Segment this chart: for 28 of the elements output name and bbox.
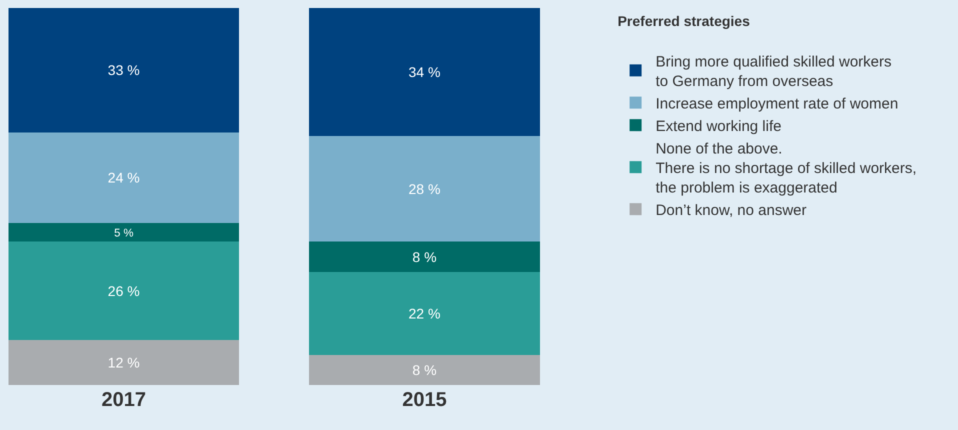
bar [8,222,240,242]
bar [309,136,540,242]
bar [309,242,540,272]
data-label: 22 % [408,305,440,322]
data-label: 26 % [108,282,140,299]
bar [8,132,240,223]
data-label: 24 % [108,170,140,186]
data-label: 8 % [412,248,437,265]
data-label: 34 % [408,64,440,80]
legend-label: Don’t know, no answer [656,202,807,219]
x-tick-label: 2015 [402,389,447,411]
data-label: 12 % [108,354,140,370]
legend-label: None of the above. There is no shortage of skilled workers, the problem is exaggerated [656,140,917,196]
bar [8,8,240,132]
bar [309,8,540,136]
bar [8,242,240,340]
data-label: 8 % [412,362,437,378]
legend-label: Bring more qualified skilled workers to Germany from overseas [656,54,892,90]
bar [309,272,540,355]
data-label: 5 % [114,227,134,240]
x-tick-label: 2017 [102,389,146,411]
data-label: 33 % [108,62,140,78]
legend-label: Extend working life [656,118,782,135]
legend-label: Increase employment rate of women [656,96,898,112]
data-label: 28 % [408,180,440,197]
legend-title: Preferred strategies [618,13,750,30]
bar [309,354,540,385]
bar [8,340,240,385]
